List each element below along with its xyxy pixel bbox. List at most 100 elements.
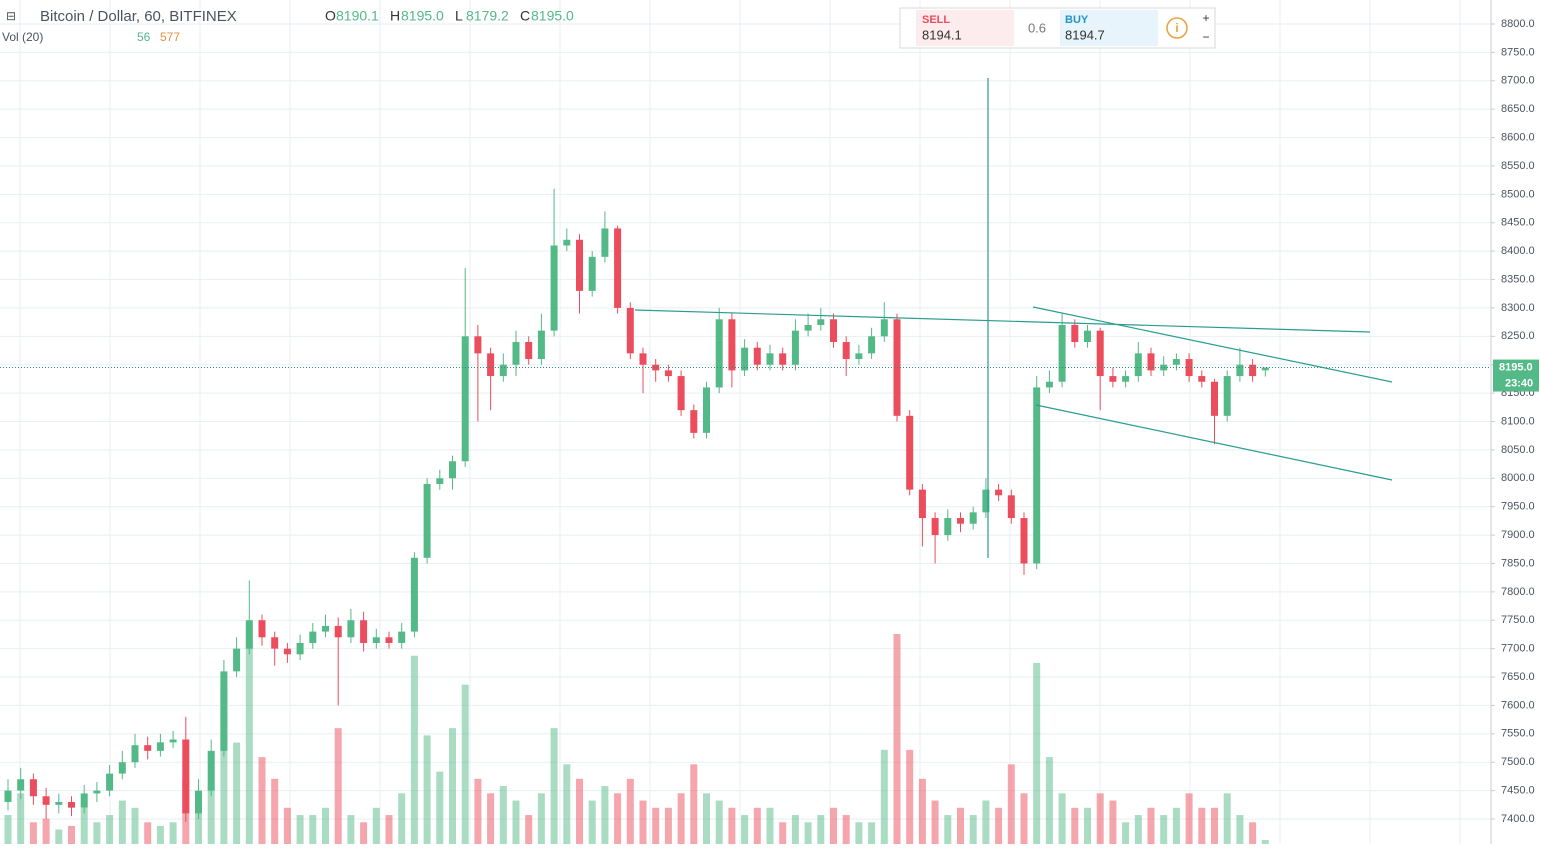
volume-bar	[106, 815, 114, 844]
last-price-box	[1493, 359, 1539, 392]
plus-button[interactable]: +	[1202, 11, 1209, 25]
volume-bar	[639, 800, 647, 844]
symbol-title: Bitcoin / Dollar, 60, BITFINEX	[40, 8, 237, 25]
minus-button[interactable]: −	[1202, 30, 1209, 44]
candle-body	[144, 745, 152, 751]
y-tick-label: 7550.0	[1501, 728, 1535, 740]
volume-bar	[499, 786, 507, 844]
candle-body	[944, 518, 952, 536]
candle-body	[118, 762, 126, 774]
candle-body	[728, 319, 736, 371]
volume-bar	[601, 786, 609, 844]
buy-price: 8194.7	[1065, 27, 1105, 42]
candle-body	[283, 648, 291, 655]
y-tick-label: 8000.0	[1501, 472, 1535, 484]
candle-body	[855, 353, 863, 360]
y-tick-label: 8600.0	[1501, 131, 1535, 143]
volume-bar	[283, 807, 291, 844]
candle-body	[271, 637, 279, 649]
y-tick-label: 8650.0	[1501, 103, 1535, 115]
volume-bar	[982, 800, 990, 844]
candle-body	[550, 245, 558, 331]
volume-bar	[1058, 793, 1066, 844]
volume-bar	[753, 807, 761, 844]
candle-body	[677, 376, 685, 411]
y-tick-label: 7400.0	[1501, 813, 1535, 825]
volume-bar	[868, 822, 876, 844]
candle-body	[563, 239, 571, 246]
spread: 0.6	[1028, 20, 1046, 35]
candle-body	[537, 330, 545, 360]
volume-bar	[830, 807, 837, 844]
volume-bar	[449, 728, 456, 844]
volume-bar	[55, 829, 63, 844]
candle-body	[601, 228, 609, 257]
candle-body	[830, 319, 837, 342]
volume-bar	[779, 822, 787, 844]
info-icon[interactable]	[1166, 17, 1188, 39]
toggle-icon[interactable]: ⊟	[6, 9, 16, 23]
candle-body	[842, 342, 850, 360]
y-tick-label: 7650.0	[1501, 671, 1535, 683]
candle-body	[106, 773, 114, 791]
volume-bar	[741, 815, 749, 844]
volume-bar	[969, 815, 977, 844]
candle-body	[195, 790, 202, 814]
volume-bar	[4, 815, 12, 844]
candle-body	[42, 796, 50, 805]
candle-body	[487, 353, 495, 377]
sell-button[interactable]	[916, 10, 1014, 46]
volume-bar	[588, 800, 596, 844]
volume-bar	[906, 749, 914, 844]
volume-bar	[1172, 807, 1180, 844]
volume-bar	[144, 822, 152, 844]
candle-body	[931, 518, 939, 536]
volume-bar	[68, 825, 75, 844]
candle-body	[1211, 381, 1218, 416]
volume-bar	[118, 800, 126, 844]
candle-body	[1160, 364, 1168, 371]
volume-bar	[1223, 793, 1231, 844]
candle-body	[1007, 495, 1015, 519]
volume-bar	[1122, 822, 1130, 844]
candle-body	[423, 483, 431, 558]
candle-body	[880, 319, 888, 337]
volume-bar	[1007, 764, 1015, 844]
volume-bar	[944, 815, 952, 844]
candle-body	[55, 801, 63, 805]
candle-body	[1236, 364, 1244, 377]
volume-bar	[1249, 822, 1257, 844]
candle-body	[1172, 359, 1180, 365]
volume-bar	[576, 778, 583, 844]
candle-body	[233, 648, 241, 672]
candle-body	[499, 364, 507, 377]
volume-bar	[715, 800, 723, 844]
volume-bar	[271, 778, 279, 844]
volume-bar	[360, 822, 368, 844]
candle-body	[372, 637, 380, 643]
volume-bar	[423, 735, 431, 844]
volume-bar	[309, 815, 317, 844]
candle-body	[804, 324, 812, 331]
volume-bar	[207, 786, 215, 844]
y-tick-label: 7900.0	[1501, 529, 1535, 541]
candle-body	[309, 631, 317, 643]
volume-ma: 577	[160, 30, 180, 44]
candle-body	[715, 319, 723, 388]
volume-bar	[1147, 807, 1155, 844]
volume-bar	[1211, 807, 1218, 844]
volume-bar	[766, 807, 774, 844]
buy-button[interactable]	[1060, 10, 1158, 46]
ohlc-value: 8195.0	[401, 8, 444, 24]
candle-body	[296, 642, 304, 655]
volume-bar	[156, 825, 164, 844]
volume-bar	[17, 793, 25, 844]
volume-bar	[347, 815, 355, 844]
candle-body	[1249, 364, 1257, 377]
volume-bar	[410, 655, 418, 844]
candle-body	[791, 330, 799, 365]
candle-body	[1147, 353, 1155, 371]
volume-bar	[957, 807, 964, 844]
candle-body	[461, 336, 469, 462]
